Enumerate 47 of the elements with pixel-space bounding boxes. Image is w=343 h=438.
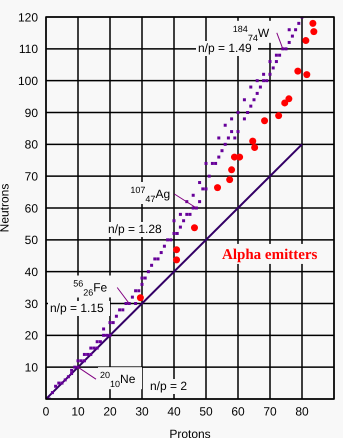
point [190, 224, 198, 232]
x-tick-label: 10 [71, 404, 85, 419]
x-tick-label: 30 [135, 404, 149, 419]
y-tick-label: 80 [24, 138, 38, 152]
point [236, 154, 244, 161]
x-tick-label: 40 [167, 404, 181, 419]
y-tick-label: 40 [24, 264, 38, 279]
point [309, 20, 316, 27]
x-tick-label: 0 [42, 404, 50, 419]
y-tick-label: 100 [18, 74, 38, 88]
point [249, 138, 256, 145]
point [261, 117, 268, 124]
annotation: n/p = 1.15 [50, 301, 104, 315]
x-tick-label: 60 [231, 404, 245, 419]
y-tick-label: 110 [18, 42, 38, 56]
y-tick-label: 90 [24, 106, 38, 120]
y-tick-label: 120 [18, 10, 38, 24]
point [294, 68, 302, 75]
point [251, 144, 258, 152]
point [214, 184, 222, 192]
point [275, 112, 282, 120]
x-axis-title: Protons [169, 427, 211, 438]
point [136, 294, 144, 302]
y-tick-label: 50 [24, 233, 38, 248]
y-tick-label: 20 [24, 328, 38, 343]
x-tick-label: 70 [263, 404, 277, 419]
annotation: n/p = 1.49 [198, 41, 252, 55]
y-tick-label: 70 [24, 169, 38, 184]
y-axis-title: Neutrons [0, 184, 12, 232]
point [228, 166, 236, 174]
point [226, 176, 234, 184]
y-tick-label: 30 [24, 296, 38, 311]
y-tick-label: 10 [24, 360, 38, 374]
text: Alpha emitters [222, 246, 318, 263]
point [281, 99, 288, 106]
x-tick-label: 50 [199, 404, 213, 419]
x-tick-label: 20 [103, 404, 117, 419]
y-tick-label: 60 [24, 201, 38, 216]
point [173, 246, 180, 254]
point [173, 256, 180, 264]
x-tick-label: 80 [295, 404, 309, 419]
point [310, 28, 318, 36]
point [303, 71, 310, 78]
point [285, 95, 292, 102]
annotation: n/p = 2 [150, 379, 188, 393]
annotation: n/p = 1.28 [108, 222, 162, 236]
point [302, 37, 310, 44]
